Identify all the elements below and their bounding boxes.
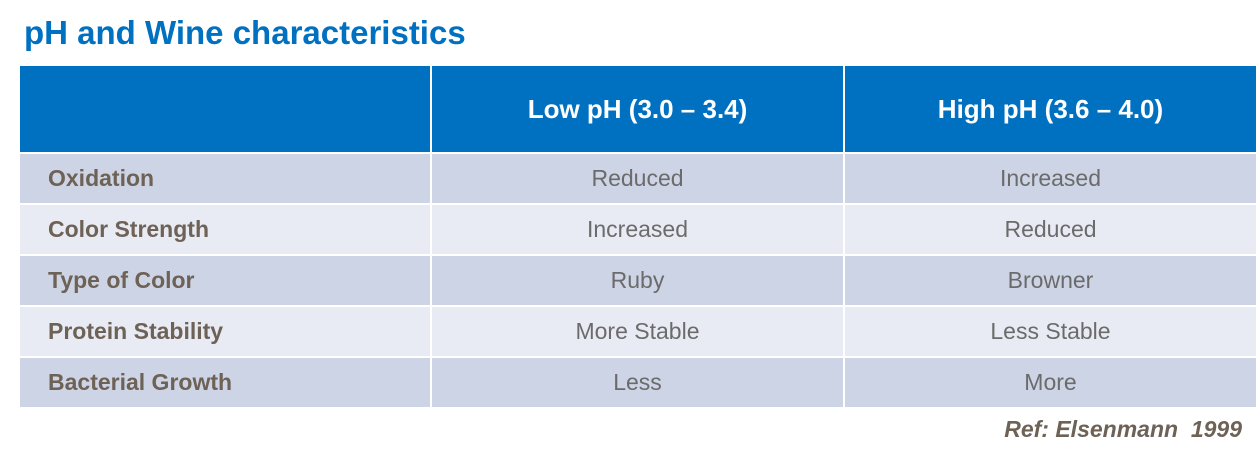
table-cell: Increased — [430, 203, 845, 256]
header-cell: High pH (3.6 – 4.0) — [843, 64, 1258, 154]
row-label: Bacterial Growth — [18, 356, 432, 409]
header-cell: Low pH (3.0 – 3.4) — [430, 64, 845, 154]
row-label: Protein Stability — [18, 305, 432, 358]
table-cell: Increased — [843, 152, 1258, 205]
table-cell: Reduced — [430, 152, 845, 205]
table-row: Type of Color Ruby Browner — [18, 254, 1258, 307]
table-row: Oxidation Reduced Increased — [18, 152, 1258, 205]
header-cell — [18, 64, 432, 154]
table-row: Color Strength Increased Reduced — [18, 203, 1258, 256]
table: Low pH (3.0 – 3.4) High pH (3.6 – 4.0) O… — [18, 64, 1258, 409]
table-cell: More Stable — [430, 305, 845, 358]
row-label: Color Strength — [18, 203, 432, 256]
table-cell: Ruby — [430, 254, 845, 307]
reference: Ref: Elsenmann 1999 — [1004, 416, 1242, 442]
title: pH and Wine characteristics — [24, 14, 466, 51]
header-row: Low pH (3.0 – 3.4) High pH (3.6 – 4.0) — [18, 64, 1258, 154]
table-row: Bacterial Growth Less More — [18, 356, 1258, 409]
table-cell: More — [843, 356, 1258, 409]
row-label: Oxidation — [18, 152, 432, 205]
table-cell: Less Stable — [843, 305, 1258, 358]
table-cell: Reduced — [843, 203, 1258, 256]
table-cell: Browner — [843, 254, 1258, 307]
table-cell: Less — [430, 356, 845, 409]
table-row: Protein Stability More Stable Less Stable — [18, 305, 1258, 358]
table-body: Oxidation Reduced Increased Color Strength I… — [18, 152, 1258, 409]
row-label: Type of Color — [18, 254, 432, 307]
